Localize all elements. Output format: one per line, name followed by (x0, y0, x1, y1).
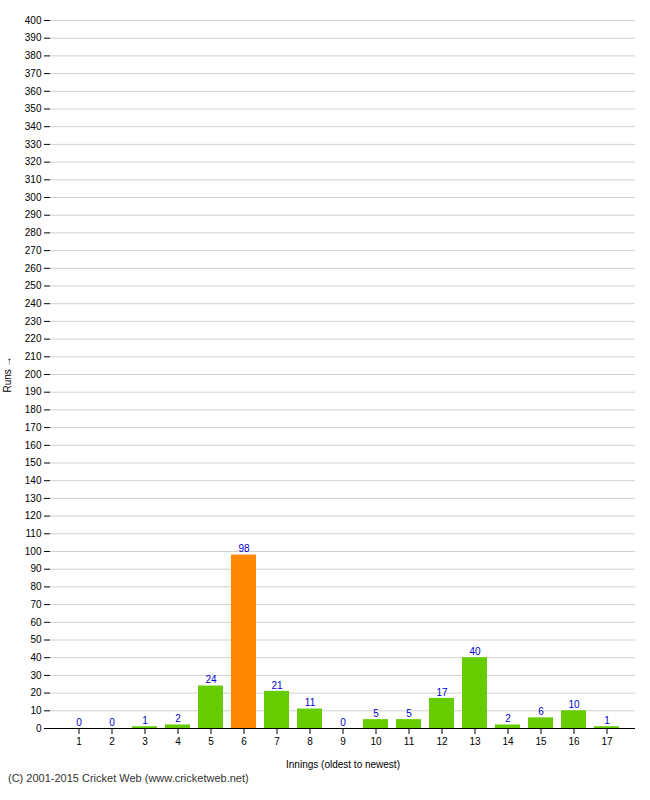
svg-text:170: 170 (25, 422, 42, 433)
svg-text:40: 40 (469, 646, 481, 657)
svg-text:0: 0 (76, 717, 82, 728)
svg-text:5: 5 (208, 736, 214, 747)
svg-text:80: 80 (30, 581, 42, 592)
svg-text:40: 40 (30, 652, 42, 663)
svg-text:180: 180 (25, 404, 42, 415)
svg-text:390: 390 (25, 32, 42, 43)
svg-text:15: 15 (535, 736, 547, 747)
svg-text:330: 330 (25, 139, 42, 150)
svg-text:240: 240 (25, 298, 42, 309)
svg-text:350: 350 (25, 103, 42, 114)
svg-text:340: 340 (25, 121, 42, 132)
svg-text:1: 1 (142, 715, 148, 726)
svg-text:12: 12 (436, 736, 448, 747)
svg-text:11: 11 (404, 736, 415, 747)
svg-text:150: 150 (25, 457, 42, 468)
svg-text:30: 30 (30, 670, 42, 681)
svg-text:0: 0 (340, 717, 346, 728)
svg-text:Innings (oldest to newest): Innings (oldest to newest) (286, 759, 400, 770)
svg-text:2: 2 (505, 713, 511, 724)
svg-text:220: 220 (25, 333, 42, 344)
svg-text:8: 8 (307, 736, 313, 747)
svg-text:16: 16 (568, 736, 580, 747)
svg-text:17: 17 (601, 736, 613, 747)
svg-text:230: 230 (25, 316, 42, 327)
svg-text:9: 9 (340, 736, 346, 747)
svg-text:210: 210 (25, 351, 42, 362)
svg-text:370: 370 (25, 68, 42, 79)
svg-text:0: 0 (109, 717, 115, 728)
svg-text:320: 320 (25, 156, 42, 167)
svg-text:90: 90 (30, 563, 42, 574)
svg-text:1: 1 (604, 715, 610, 726)
svg-text:200: 200 (25, 369, 42, 380)
svg-text:2: 2 (109, 736, 115, 747)
svg-text:190: 190 (25, 386, 42, 397)
svg-text:130: 130 (25, 493, 42, 504)
svg-text:400: 400 (25, 15, 42, 26)
svg-text:17: 17 (436, 687, 448, 698)
svg-text:10: 10 (568, 699, 580, 710)
svg-text:310: 310 (25, 174, 42, 185)
svg-text:380: 380 (25, 50, 42, 61)
svg-text:20: 20 (30, 687, 42, 698)
svg-text:360: 360 (25, 86, 42, 97)
svg-text:14: 14 (502, 736, 514, 747)
svg-text:60: 60 (30, 617, 42, 628)
svg-text:250: 250 (25, 280, 42, 291)
svg-text:120: 120 (25, 510, 42, 521)
svg-text:300: 300 (25, 192, 42, 203)
svg-text:5: 5 (406, 708, 412, 719)
svg-text:160: 160 (25, 440, 42, 451)
svg-text:4: 4 (175, 736, 181, 747)
svg-text:0: 0 (36, 723, 42, 734)
svg-text:140: 140 (25, 475, 42, 486)
svg-text:70: 70 (30, 599, 42, 610)
svg-text:13: 13 (469, 736, 481, 747)
svg-text:2: 2 (175, 713, 181, 724)
html-text:(C) 2001-2015 Cricket Web (www: (C) 2001-2015 Cricket Web (www.cricketwe… (8, 772, 249, 784)
svg-text:5: 5 (373, 708, 379, 719)
svg-text:3: 3 (142, 736, 148, 747)
svg-text:98: 98 (238, 543, 250, 554)
svg-text:24: 24 (205, 674, 217, 685)
svg-text:50: 50 (30, 634, 42, 645)
svg-text:Runs →: Runs → (2, 356, 13, 392)
svg-text:280: 280 (25, 227, 42, 238)
svg-text:100: 100 (25, 546, 42, 557)
svg-text:21: 21 (271, 680, 283, 691)
svg-text:290: 290 (25, 209, 42, 220)
svg-text:7: 7 (274, 736, 280, 747)
svg-text:6: 6 (241, 736, 247, 747)
svg-text:11: 11 (305, 697, 316, 708)
svg-text:270: 270 (25, 245, 42, 256)
svg-text:1: 1 (76, 736, 82, 747)
svg-text:110: 110 (26, 528, 42, 539)
svg-text:10: 10 (30, 705, 42, 716)
svg-text:6: 6 (538, 706, 544, 717)
svg-text:260: 260 (25, 263, 42, 274)
svg-text:10: 10 (370, 736, 382, 747)
